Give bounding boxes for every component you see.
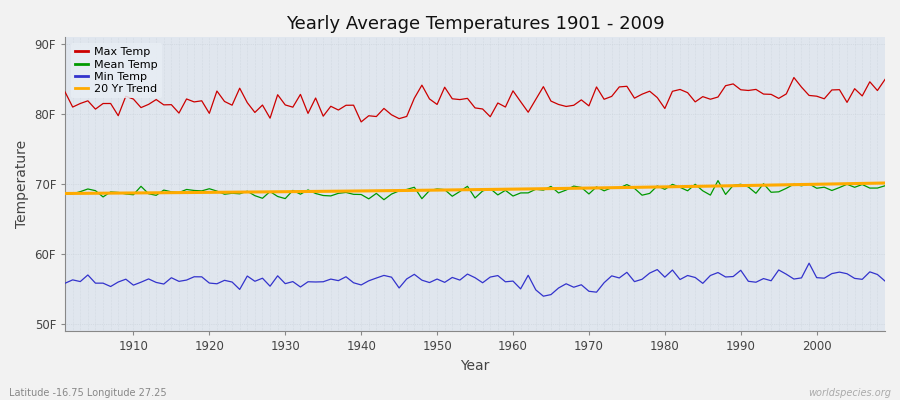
- X-axis label: Year: Year: [461, 359, 490, 373]
- Text: Latitude -16.75 Longitude 27.25: Latitude -16.75 Longitude 27.25: [9, 388, 166, 398]
- Legend: Max Temp, Mean Temp, Min Temp, 20 Yr Trend: Max Temp, Mean Temp, Min Temp, 20 Yr Tre…: [70, 43, 162, 98]
- Y-axis label: Temperature: Temperature: [15, 140, 29, 228]
- Title: Yearly Average Temperatures 1901 - 2009: Yearly Average Temperatures 1901 - 2009: [285, 15, 664, 33]
- Text: worldspecies.org: worldspecies.org: [808, 388, 891, 398]
